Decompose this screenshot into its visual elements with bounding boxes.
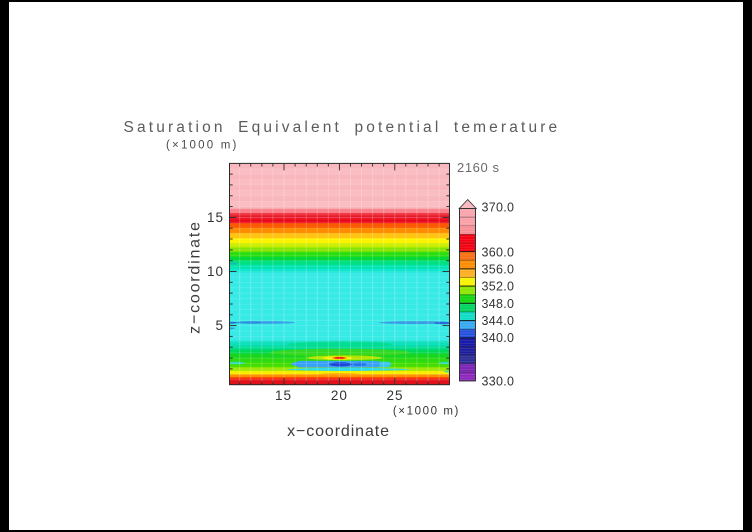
svg-text:344.0: 344.0: [482, 314, 515, 328]
svg-text:5: 5: [215, 318, 224, 333]
svg-text:z−coordinate: z−coordinate: [186, 220, 203, 334]
svg-text:(×1000 m): (×1000 m): [166, 140, 239, 152]
svg-text:360.0: 360.0: [482, 245, 515, 259]
svg-text:10: 10: [207, 264, 224, 279]
svg-text:15: 15: [275, 388, 292, 403]
svg-text:356.0: 356.0: [482, 263, 515, 277]
svg-text:20: 20: [331, 388, 348, 403]
svg-text:352.0: 352.0: [482, 280, 515, 294]
svg-text:340.0: 340.0: [482, 331, 515, 345]
svg-text:348.0: 348.0: [482, 297, 515, 311]
svg-text:370.0: 370.0: [482, 201, 515, 215]
svg-text:330.0: 330.0: [482, 374, 515, 388]
svg-text:25: 25: [386, 388, 403, 403]
svg-text:15: 15: [207, 210, 224, 225]
svg-text:x−coordinate: x−coordinate: [287, 423, 390, 440]
svg-text:Saturation Equivalent potentia: Saturation Equivalent potential temeratu…: [124, 119, 561, 136]
svg-text:2160 s: 2160 s: [457, 160, 500, 175]
svg-text:(×1000 m): (×1000 m): [393, 405, 460, 417]
